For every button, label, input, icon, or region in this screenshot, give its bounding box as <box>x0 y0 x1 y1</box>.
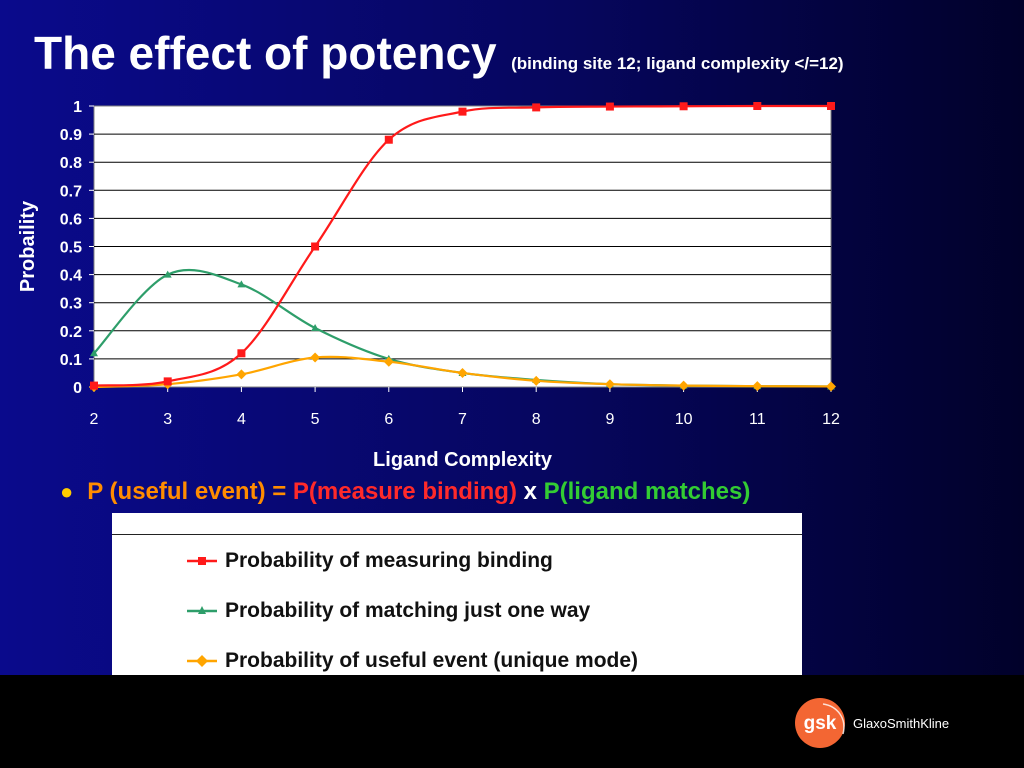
diamond-marker-icon <box>187 655 217 667</box>
legend-divider <box>112 534 802 535</box>
y-axis-label: Probaility <box>17 200 39 292</box>
chart-legend: Probability of measuring binding Probabi… <box>112 513 802 685</box>
page-title: The effect of potency <box>34 27 497 79</box>
x-tick-label: 5 <box>311 411 320 428</box>
y-tick-label: 0 <box>73 380 82 397</box>
series-line-square <box>93 104 832 387</box>
formula-line: ● P (useful event) = P(measure binding) x… <box>60 478 750 506</box>
y-tick-label: 0.1 <box>60 352 82 369</box>
y-tick-label: 0.3 <box>60 296 82 313</box>
legend-item-useful: Probability of useful event (unique mode… <box>185 648 638 674</box>
x-tick-label: 4 <box>237 411 246 428</box>
data-point-diamond <box>457 367 468 378</box>
data-point-diamond <box>383 356 394 367</box>
formula-equals: = <box>265 478 293 505</box>
legend-label-measure: Probability of measuring binding <box>225 549 553 572</box>
footer-band <box>0 675 1024 768</box>
data-point-square <box>679 102 688 111</box>
data-point-diamond <box>236 369 247 380</box>
data-point-diamond <box>678 380 689 391</box>
legend-item-matching: Probability of matching just one way <box>185 598 590 624</box>
data-point-diamond <box>604 379 615 390</box>
gsk-logo-icon: gsk <box>795 698 845 748</box>
x-tick-label: 12 <box>822 411 840 428</box>
y-tick-label: 0.2 <box>60 324 82 341</box>
data-point-diamond <box>826 381 836 392</box>
x-tick-label: 10 <box>675 411 693 428</box>
x-axis-label: Ligand Complexity <box>373 449 553 471</box>
data-point-square <box>605 102 614 111</box>
data-point-square <box>384 135 393 144</box>
title-row: The effect of potency (binding site 12; … <box>34 26 844 80</box>
logo-text: GlaxoSmithKline <box>853 715 950 731</box>
data-point-triangle <box>90 349 98 357</box>
y-tick-label: 0.8 <box>60 155 82 172</box>
bullet-icon: ● <box>60 479 74 504</box>
y-tick-label: 0.9 <box>60 127 82 144</box>
data-point-diamond <box>310 352 321 363</box>
data-point-square <box>90 381 98 390</box>
legend-item-measure: Probability of measuring binding <box>185 548 553 574</box>
legend-label-matching: Probability of matching just one way <box>225 599 591 622</box>
x-tick-label: 9 <box>605 411 614 428</box>
company-logo: gsk GlaxoSmithKline <box>793 696 949 750</box>
formula-p-ligand: P(ligand matches) <box>543 478 751 505</box>
data-point-square <box>311 242 320 251</box>
x-tick-label: 8 <box>532 411 541 428</box>
square-marker-icon <box>187 557 217 565</box>
x-tick-label: 6 <box>384 411 393 428</box>
data-point-square <box>753 102 762 110</box>
formula-p-measure: P(measure binding) <box>292 478 517 505</box>
x-tick-label: 3 <box>163 411 172 428</box>
y-tick-label: 1 <box>73 99 82 116</box>
data-point-square <box>532 103 541 112</box>
formula-p-useful: P (useful event) <box>87 478 266 505</box>
y-tick-label: 0.7 <box>60 183 82 200</box>
y-tick-label: 0.5 <box>60 240 82 257</box>
data-point-square <box>163 377 172 386</box>
svg-text:gsk: gsk <box>804 713 837 734</box>
data-point-triangle <box>237 280 246 288</box>
page-subtitle: (binding site 12; ligand complexity </=1… <box>511 54 844 73</box>
data-point-square <box>458 107 467 116</box>
data-point-triangle <box>311 323 320 331</box>
x-tick-label: 11 <box>749 411 766 428</box>
x-tick-label: 2 <box>90 411 99 428</box>
y-tick-label: 0.6 <box>60 211 82 228</box>
data-point-diamond <box>752 381 763 392</box>
y-tick-label: 0.4 <box>60 268 82 285</box>
data-point-triangle <box>163 270 172 278</box>
legend-label-useful: Probability of useful event (unique mode… <box>225 649 639 672</box>
x-tick-label: 7 <box>458 411 467 428</box>
data-point-square <box>237 349 246 358</box>
formula-times: x <box>516 478 544 505</box>
data-point-square <box>827 102 835 110</box>
data-point-diamond <box>531 375 542 386</box>
triangle-marker-icon <box>187 606 217 614</box>
line-chart: 00.10.20.30.40.50.60.70.80.912 3 4 5 6 7 8 9 10 1… <box>17 99 840 471</box>
